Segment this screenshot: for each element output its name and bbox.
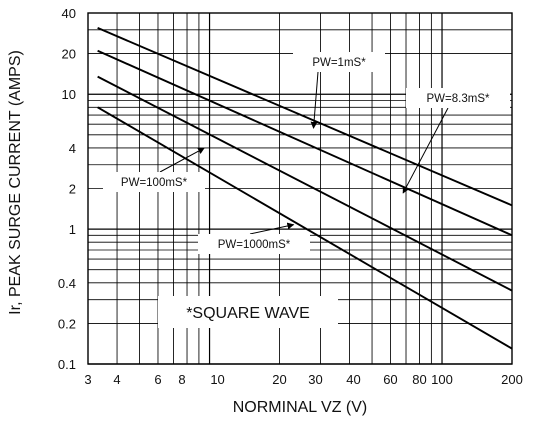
x-tick-label: 40: [346, 372, 360, 387]
x-axis-title: NORMINAL VZ (V): [233, 399, 368, 416]
plot-frame: [87, 12, 513, 365]
y-tick-label: 0.4: [58, 276, 76, 291]
y-tick-label: 10: [62, 87, 76, 102]
y-tick-label: 1: [69, 222, 76, 237]
x-tick-label: 6: [154, 372, 161, 387]
y-tick-label: 2: [69, 182, 76, 197]
x-tick-label: 200: [501, 372, 523, 387]
annotation-box: [406, 88, 510, 108]
tick-labels: 3 4 6 8 10 20 30 40 60 80 100 200 0.1 0.2 0.4 1 2 4 10 20 40: [58, 6, 523, 387]
series-line: [97, 106, 513, 350]
x-tick-label: 100: [431, 372, 453, 387]
square-wave-note: *SQUARE WAVE: [186, 305, 310, 322]
series-layer: [97, 27, 513, 350]
x-tick-label: 10: [210, 372, 224, 387]
annotation-label: PW=1000mS*: [218, 239, 291, 251]
y-tick-label: 0.2: [58, 316, 76, 331]
x-tick-label: 20: [272, 372, 286, 387]
x-tick-label: 3: [84, 372, 91, 387]
y-tick-label: 4: [69, 141, 76, 156]
x-tick-label: 4: [113, 372, 120, 387]
x-tick-label: 60: [383, 372, 397, 387]
annotation-layer: PW=1mS* PW=8.3mS* PW=100mS* PW=1000mS* *SQUA…: [103, 52, 510, 328]
y-axis-title: Ir, PEAK SURGE CURRENT (AMPS): [7, 50, 24, 315]
series-line: [97, 75, 513, 292]
annotation-arrow: [249, 222, 295, 235]
y-tick-label: 20: [62, 47, 76, 62]
x-tick-label: 30: [308, 372, 322, 387]
x-tick-label: 80: [412, 372, 426, 387]
annotation-arrow: [310, 71, 319, 129]
annotation-arrow: [402, 107, 449, 194]
annotation-label: PW=8.3mS*: [427, 93, 490, 105]
annotation-arrow: [159, 147, 205, 173]
series-line: [97, 49, 513, 237]
annotation-label: PW=100mS*: [121, 177, 188, 189]
note-box: [158, 296, 338, 328]
annotation-box: [103, 172, 205, 192]
annotation-box: [198, 234, 310, 254]
y-tick-label: 40: [62, 6, 76, 21]
series-line: [97, 27, 513, 207]
x-tick-label: 8: [178, 372, 185, 387]
annotation-box: [293, 52, 385, 72]
annotation-label: PW=1mS*: [312, 57, 366, 69]
y-tick-label: 0.1: [58, 357, 76, 372]
